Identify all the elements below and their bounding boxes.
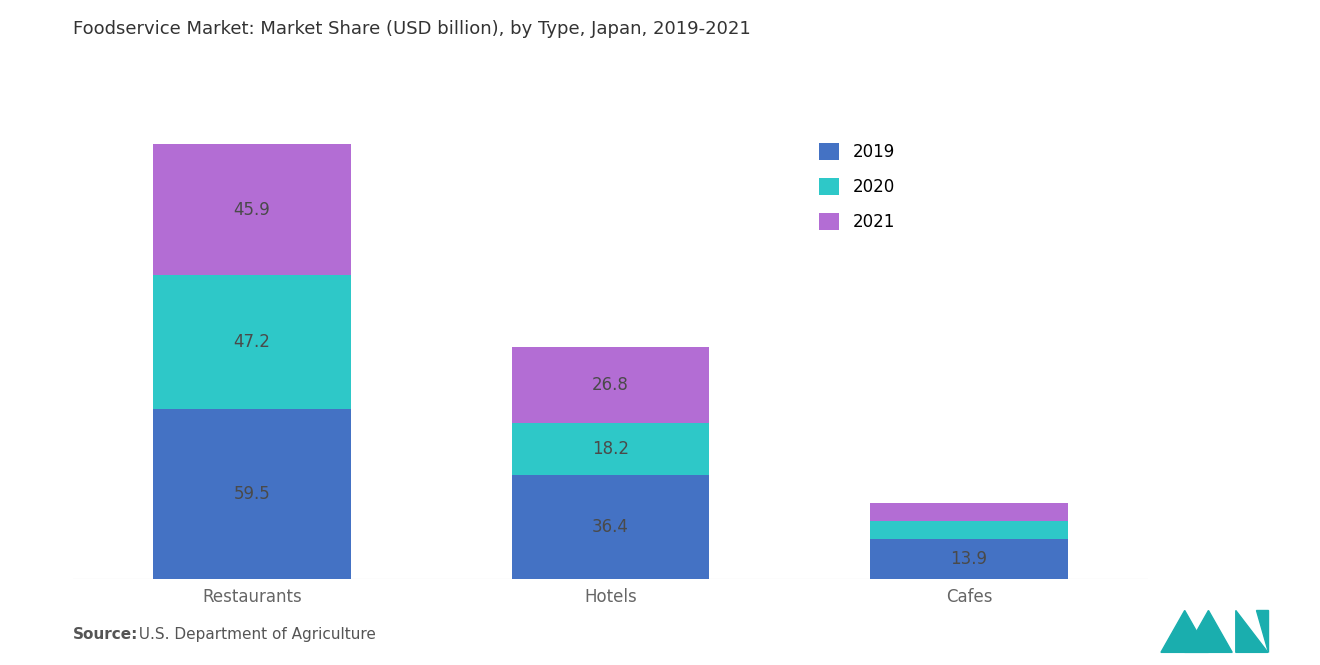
Bar <box>153 144 351 275</box>
Bar <box>870 539 1068 579</box>
Polygon shape <box>1236 610 1267 652</box>
Text: 36.4: 36.4 <box>593 518 628 536</box>
Polygon shape <box>1162 610 1209 652</box>
Bar <box>153 275 351 409</box>
Text: 45.9: 45.9 <box>234 201 271 219</box>
Legend: 2019, 2020, 2021: 2019, 2020, 2021 <box>813 136 902 237</box>
Bar <box>512 475 709 579</box>
Text: 18.2: 18.2 <box>591 440 630 458</box>
Bar <box>512 347 709 423</box>
Polygon shape <box>1257 610 1267 652</box>
Text: 59.5: 59.5 <box>234 485 271 503</box>
Text: U.S. Department of Agriculture: U.S. Department of Agriculture <box>129 626 376 642</box>
Bar <box>870 503 1068 521</box>
Text: 13.9: 13.9 <box>950 550 987 568</box>
Text: 26.8: 26.8 <box>593 376 628 394</box>
Bar <box>512 423 709 475</box>
Polygon shape <box>1185 610 1233 652</box>
Text: Source:: Source: <box>73 626 139 642</box>
Text: Foodservice Market: Market Share (USD billion), by Type, Japan, 2019-2021: Foodservice Market: Market Share (USD bi… <box>73 20 750 38</box>
Bar <box>870 521 1068 539</box>
Bar <box>153 409 351 579</box>
Text: 47.2: 47.2 <box>234 333 271 351</box>
